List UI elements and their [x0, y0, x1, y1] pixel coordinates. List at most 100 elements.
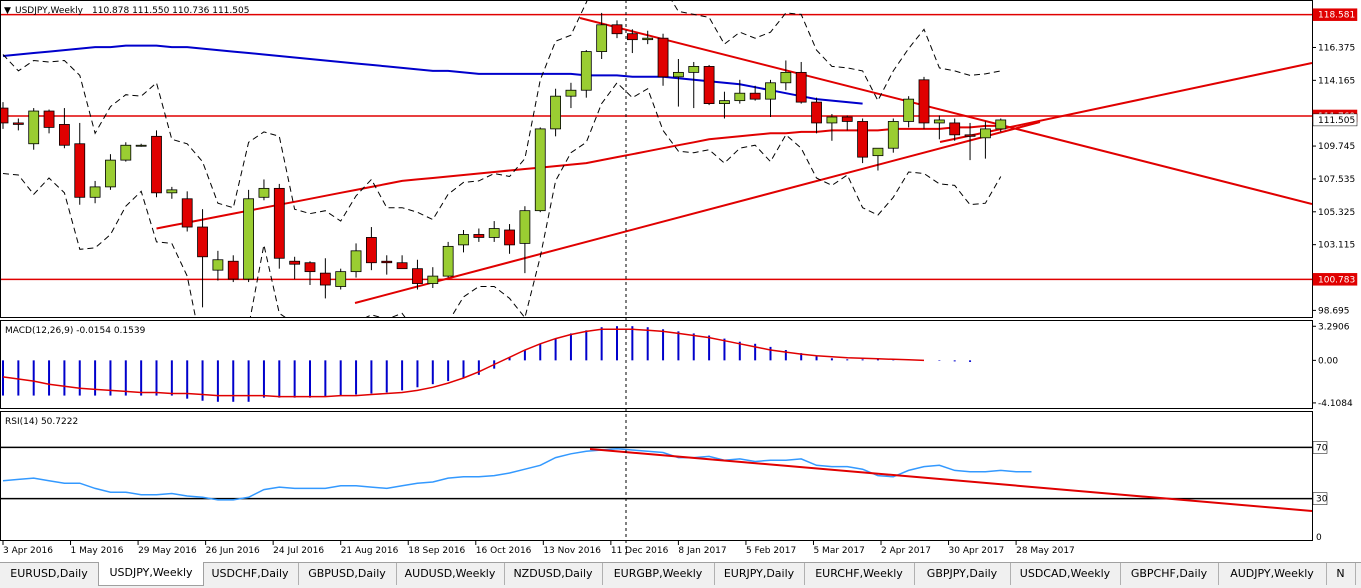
ohlc-label: 110.878 111.550 110.736 111.505 [92, 6, 249, 16]
bear-candle [43, 110, 55, 128]
lower-envelope-line [2, 82, 1002, 317]
tab-eurchf-weekly[interactable]: EURCHF,Weekly [804, 563, 915, 585]
price-badge [1312, 8, 1358, 21]
tab-gbpjpy-daily[interactable]: GBPJPY,Daily [914, 563, 1011, 585]
bear-candle [12, 122, 24, 125]
bull-candle [550, 95, 561, 130]
macd-plot [2, 326, 972, 402]
rsi-plot [1, 446, 1312, 512]
bull-candle [258, 187, 270, 198]
tab-usdcad-weekly[interactable]: USDCAD,Weekly [1010, 563, 1121, 585]
bear-candle [181, 198, 193, 228]
time-tick-label: 5 Feb 2017 [746, 546, 796, 556]
bull-candle [243, 198, 255, 280]
time-tick-label: 16 Oct 2016 [476, 546, 532, 556]
price-tick-label: 114.165 [1318, 76, 1355, 86]
bull-candle [933, 119, 945, 124]
bear-candle [59, 124, 70, 146]
bull-candle [89, 186, 101, 198]
collapse-arrow-icon[interactable]: ▼ [4, 6, 11, 16]
rising-trendline [354, 121, 1041, 304]
bear-candle [396, 262, 408, 270]
bull-candle [780, 71, 792, 84]
bear-candle [197, 226, 208, 258]
tab-audusd-weekly[interactable]: AUDUSD,Weekly [396, 563, 505, 585]
time-tick-label: 2 Apr 2017 [881, 546, 931, 556]
bull-candle [166, 189, 178, 194]
tab-gbpchf-daily[interactable]: GBPCHF,Daily [1120, 563, 1219, 585]
tab-eurjpy-daily[interactable]: EURJPY,Daily [714, 563, 805, 585]
time-tick-label: 5 Mar 2017 [813, 546, 864, 556]
bear-candle [365, 237, 377, 264]
time-tick-label: 28 May 2017 [1016, 546, 1075, 556]
price-plot [1, 1, 1312, 317]
price-badge [1312, 113, 1358, 127]
bear-candle [703, 66, 715, 105]
macd-label: MACD(12,26,9) -0.0154 0.1539 [5, 326, 146, 336]
bull-candle [719, 100, 730, 105]
bear-candle [289, 260, 301, 265]
bull-candle [488, 228, 500, 238]
rsi-tick-label: 0 [1316, 533, 1322, 543]
bull-candle [350, 250, 362, 273]
bull-candle [28, 110, 40, 145]
bear-candle [611, 24, 623, 35]
upper-envelope-line [2, 1, 1001, 222]
tab-usdchf-daily[interactable]: USDCHF,Daily [202, 563, 299, 585]
bear-candle [227, 260, 239, 280]
tab-usdjpy-weekly[interactable]: USDJPY,Weekly [98, 562, 204, 586]
price-tick-label: 107.535 [1318, 175, 1355, 185]
rsi-label: RSI(14) 50.7222 [5, 417, 78, 427]
bear-candle [749, 92, 761, 100]
bear-candle [964, 134, 976, 137]
bull-candle [105, 159, 116, 188]
bull-candle [120, 144, 132, 161]
tab-n[interactable]: N [1326, 563, 1356, 585]
time-tick-label: 11 Dec 2016 [611, 546, 669, 556]
bull-candle [872, 147, 884, 157]
symbol-label: USDJPY,Weekly [15, 6, 84, 16]
macd-tick-label: 0.00 [1318, 356, 1338, 366]
tab-eurusd-daily[interactable]: EURUSD,Daily [0, 563, 99, 585]
bull-candle [565, 89, 577, 97]
macd-tick-label: 3.2906 [1318, 322, 1350, 332]
bull-candle [135, 144, 147, 147]
bull-candle [596, 24, 608, 52]
time-tick-label: 18 Sep 2016 [408, 546, 465, 556]
bull-candle [765, 82, 776, 100]
bear-candle [626, 33, 638, 41]
bull-candle [427, 275, 439, 284]
rsi-trendline [589, 448, 1312, 512]
bull-candle [995, 119, 1007, 130]
bull-candle [580, 51, 592, 91]
price-tick-label: 98.695 [1318, 306, 1350, 316]
bear-candle [657, 37, 669, 78]
tab-eurgbp-weekly[interactable]: EURGBP,Weekly [602, 563, 715, 585]
rsi-line [2, 447, 1032, 501]
tab-gbpusd-daily[interactable]: GBPUSD,Daily [298, 563, 397, 585]
time-tick-label: 21 Aug 2016 [341, 546, 399, 556]
bear-candle [381, 260, 393, 264]
time-tick-label: 30 Apr 2017 [949, 546, 1005, 556]
rsi-level-badge [1312, 492, 1328, 505]
bear-candle [273, 187, 285, 259]
symbol-tab-bar: EURUSD,Daily USDJPY,Weekly USDCHF,Daily GBP… [0, 562, 1361, 588]
bull-candle [673, 71, 684, 78]
tab-audjpy-weekly[interactable]: AUDJPY,Weekly [1218, 563, 1327, 585]
price-badge [1312, 273, 1358, 286]
bull-candle [335, 271, 347, 287]
bull-candle [734, 92, 746, 102]
time-axis: 3 Apr 2016 1 May 2016 29 May 2016 26 Jun 20… [2, 541, 1075, 556]
tab-nzdusd-daily[interactable]: NZDUSD,Daily [504, 563, 603, 585]
price-scale: 116.375 114.165 109.745 107.535 105.325 103.1… [1312, 8, 1358, 543]
time-tick-label: 29 May 2016 [138, 546, 197, 556]
time-tick-label: 24 Jul 2016 [273, 546, 324, 556]
bull-candle [887, 121, 899, 149]
price-badge-label: 100.783 [1318, 275, 1355, 285]
price-tick-label: 116.375 [1318, 43, 1355, 53]
bull-candle [980, 128, 991, 139]
bear-candle [1, 107, 9, 124]
rsi-pane [0, 411, 1313, 541]
price-tick-label: 105.325 [1318, 208, 1355, 218]
